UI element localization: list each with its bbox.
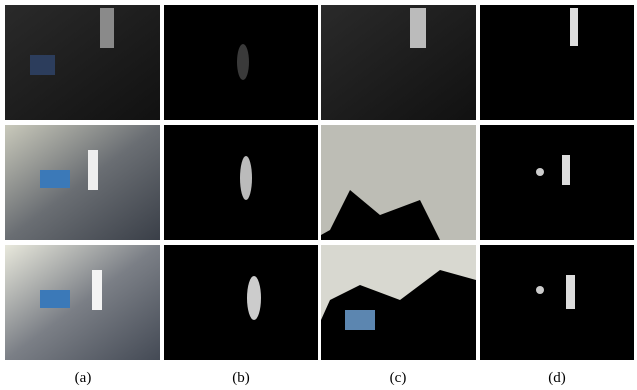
table — [30, 55, 55, 75]
caption: (d) — [548, 370, 566, 386]
patch — [536, 168, 544, 176]
image — [321, 5, 476, 120]
image — [480, 245, 634, 360]
patch — [345, 310, 375, 330]
image — [480, 125, 634, 240]
table — [40, 290, 70, 308]
patch — [536, 286, 544, 294]
row-1 — [5, 5, 634, 120]
patch — [570, 8, 578, 46]
silhouette — [237, 44, 249, 80]
silhouette — [247, 276, 261, 320]
caption: (b) — [232, 370, 250, 386]
person — [92, 270, 102, 310]
silhouette — [240, 156, 252, 200]
patch — [562, 155, 570, 185]
image — [164, 245, 318, 360]
door — [410, 8, 426, 48]
page: (a) (b) (c) (d) (() => { const data = JS… — [0, 0, 637, 390]
door — [100, 8, 114, 48]
image — [480, 5, 634, 120]
caption: (a) — [75, 370, 92, 386]
row-2 — [5, 125, 634, 240]
figure: (a) (b) (c) (d) — [0, 0, 637, 390]
caption: (c) — [390, 370, 407, 386]
patch — [566, 275, 575, 309]
image — [5, 5, 160, 120]
table — [40, 170, 70, 188]
person — [88, 150, 98, 190]
image — [5, 245, 160, 360]
row-3 — [5, 245, 634, 360]
image — [5, 125, 160, 240]
